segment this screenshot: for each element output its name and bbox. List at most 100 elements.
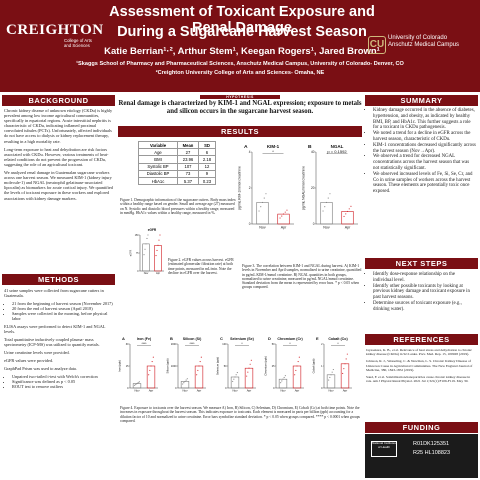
data-point [246,375,248,377]
data-point [152,356,154,358]
creighton-logo-word: CREIGHTON [6,22,104,38]
data-point [345,213,347,215]
reference-item: Jayasekara, K. B., et al. Relevance of h… [366,348,473,357]
data-point [343,215,345,217]
summary-text: Kidney damage occurred in the absence of… [366,108,476,197]
figure4-caption: Figure 4. Exposure to toxicants over the… [120,406,360,423]
methods-p6: GraphPad Prism was used to analyze data. [4,366,77,372]
figure2-caption: Figure 2. eGFR values across harvest. eG… [168,258,234,275]
data-point [282,213,285,215]
methods-p5: eGFR values were provided. [4,358,54,364]
results-header: RESULTS [118,126,362,137]
data-point [144,248,146,250]
y-tick-label: 0 [249,222,251,226]
methods-bullet: 21 from the beginning of harvest season … [12,301,114,306]
bar [180,381,190,389]
y-tick-label: 100 [222,343,227,346]
bar [154,245,162,272]
panel-letter: A [244,144,248,150]
poster-authors: Katie Berrian¹·², Arthur Stem¹, Keegan R… [104,46,380,57]
data-point [136,383,138,385]
poster-header: CREIGHTON College of Arts and Sciences A… [0,0,480,92]
panel-letter: B [170,336,173,341]
data-point [143,254,145,256]
data-point [149,369,151,371]
data-point [298,356,300,358]
data-point [248,367,250,369]
bar [194,365,204,389]
chart-title: Iron (Fe) [137,337,152,341]
next-steps-text: Identify dose-response relationship on t… [366,272,476,315]
figure3-caption: Figure 3. The correlation between KIM-1 … [242,264,362,290]
data-point [296,365,298,367]
data-point [236,372,238,374]
y-axis-label: pg/mL NGAL/mmol creatinine [301,166,305,210]
data-point [265,193,267,195]
data-point [184,380,186,382]
next-steps-bullet: Identify other possible toxicants by loo… [373,284,476,301]
table-cell: 73 [177,169,199,178]
methods-p4: Urine creatinine levels were provided. [4,349,70,355]
panel-letter: D [268,336,271,341]
next-steps-header: NEXT STEPS [365,258,478,269]
y-tick-label: 0 [127,387,129,390]
table-cell: 0.23 [197,176,217,186]
y-tick-label: 1 [321,365,323,368]
data-point [350,205,352,207]
chart-title: Selenium (Se) [230,337,255,341]
data-point [200,356,202,358]
data-point [247,371,249,373]
y-axis-label: Silicon (ppb) [166,358,170,373]
y-tick-label: 0 [137,271,139,273]
table-row: Age 27 6 [137,148,217,157]
methods-header: METHODS [2,274,115,285]
x-tick-label: Apr [247,389,252,393]
significance-label: p = 0.1592 [327,149,347,154]
x-tick-label: Nov [144,271,149,275]
background-p3: We analyzed renal damage in Guatemalan s… [4,170,113,201]
data-point [343,368,345,370]
table-row: BMI 23.96 2.18 [137,155,217,164]
methods-p3: Total quantitative inductively coupled p… [4,336,100,347]
methods-bullet: Samples were collected in the morning, b… [12,311,114,321]
data-point [159,234,161,236]
y-tick-label: 0 [321,387,323,390]
data-point [186,378,188,380]
data-point [148,374,150,376]
data-point [324,206,326,208]
table-cell: Age [137,148,179,157]
table-cell: 9 [197,169,217,178]
x-tick-label: Nov [323,226,330,230]
data-point [234,376,236,378]
table-header-row: Variable Mean SD [137,140,217,150]
y-tick-label: 15 [126,365,129,368]
data-point [284,211,286,213]
data-point [258,210,260,212]
background-header: BACKGROUND [2,95,115,106]
next-steps-bullet: Identify dose-response relationship on t… [373,272,476,284]
data-point [145,243,147,245]
funding-grant: R01DK125351 [413,441,450,447]
demographics-table: Variable Mean SD Age 27 6 BMI 23.96 2.18 Sys… [137,140,217,186]
y-tick-label: 40 [311,150,315,154]
y-tick-label: 0 [313,222,315,226]
data-point [183,382,185,384]
y-tick-label: 2 [321,343,323,346]
significance-label: * [241,342,243,346]
data-point [281,215,283,217]
table-cell: 5.37 [177,176,199,186]
significance-label: * [289,342,291,346]
figure1-caption: Figure 1. Demographic information of the… [120,198,236,215]
methods-bullet: Unpaired two-tailed t-test with Welch's … [12,374,114,379]
cu-logo-line1: University of Colorado [388,35,448,41]
affiliation-2: ²Creighton University College of Arts an… [155,70,325,76]
bar [146,365,156,389]
data-point [147,234,149,236]
bar [256,202,269,225]
table-cell: Diastolic BP [137,169,179,178]
reference-item: Johnson, R. J., Wesseling, C. & Newman, … [366,359,473,372]
methods-bullet: Significance was defined as p < 0.05 [12,379,114,384]
table-header: Mean [177,140,199,150]
data-point [322,210,324,212]
table-cell: 12 [197,162,217,171]
